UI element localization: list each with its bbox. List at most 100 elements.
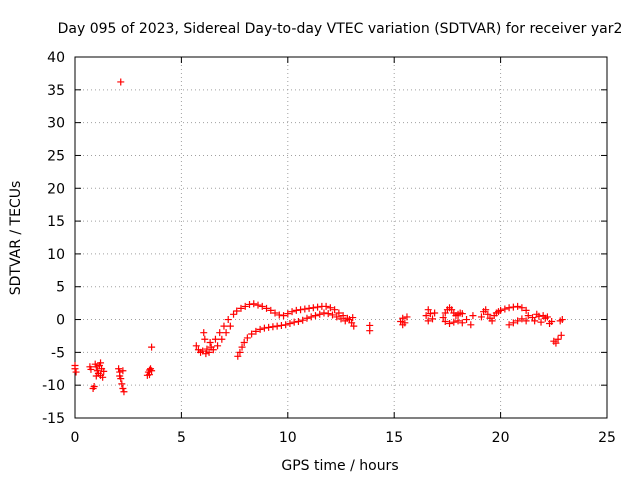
chart-title: Day 095 of 2023, Sidereal Day-to-day VTE… [58, 21, 623, 37]
data-point [243, 334, 251, 342]
data-point [148, 343, 156, 351]
data-point [454, 317, 462, 325]
data-point [288, 308, 296, 316]
data-point [307, 313, 315, 321]
data-point [97, 359, 105, 367]
data-point [535, 312, 543, 320]
data-point [301, 305, 309, 313]
x-tick-label: 5 [177, 430, 186, 446]
data-point [226, 322, 234, 330]
data-point [518, 315, 526, 323]
data-point [311, 312, 319, 320]
data-point [522, 306, 530, 314]
data-point [463, 316, 471, 324]
data-point [322, 302, 330, 310]
data-point [335, 309, 343, 317]
data-point [200, 329, 208, 337]
data-point [120, 388, 128, 396]
data-point [488, 317, 496, 325]
data-point [469, 312, 477, 320]
data-point [252, 327, 260, 335]
grid-lines [75, 57, 607, 418]
data-point [211, 335, 219, 343]
data-point [269, 323, 277, 331]
data-point [514, 302, 522, 310]
y-tick-label: -5 [51, 345, 65, 361]
data-point [439, 314, 447, 322]
data-point [220, 322, 228, 330]
y-tick-label: 20 [47, 181, 65, 197]
data-point [116, 372, 124, 380]
data-point [537, 318, 545, 326]
data-point [277, 321, 285, 329]
data-point [148, 367, 156, 375]
x-tick-label: 0 [71, 430, 80, 446]
data-point [552, 339, 560, 347]
data-point [505, 321, 513, 329]
data-point [557, 331, 565, 339]
data-point [118, 380, 126, 388]
data-point [72, 368, 80, 376]
data-point [548, 318, 556, 326]
data-point [205, 348, 213, 356]
data-point [248, 330, 256, 338]
data-point [446, 319, 454, 327]
data-point [349, 314, 357, 322]
data-point [286, 319, 294, 327]
y-tick-label: 5 [56, 280, 65, 296]
data-point [282, 321, 290, 329]
x-axis-label: GPS time / hours [281, 458, 398, 474]
data-point [238, 343, 246, 351]
data-point [271, 309, 279, 317]
y-tick-label: 0 [56, 313, 65, 329]
data-point [267, 306, 275, 314]
data-point [366, 321, 374, 329]
data-point [522, 317, 530, 325]
data-point [192, 342, 200, 350]
data-point [558, 316, 566, 324]
data-point [458, 310, 466, 318]
y-tick-label: 30 [47, 116, 65, 132]
data-point [424, 306, 432, 314]
data-point [509, 303, 517, 311]
y-axis-label: SDTVAR / TECUs [8, 181, 24, 296]
data-point [292, 306, 300, 314]
data-point [501, 305, 509, 313]
data-points [71, 78, 566, 396]
data-point [458, 319, 466, 327]
data-point [290, 318, 298, 326]
data-point [237, 304, 245, 312]
data-point [350, 322, 358, 330]
plot-area-frame [74, 56, 608, 419]
data-point [263, 304, 271, 312]
data-point [256, 325, 264, 333]
data-point [117, 78, 125, 86]
data-point [326, 304, 334, 312]
data-point [265, 323, 273, 331]
data-point [280, 312, 288, 320]
data-point [422, 312, 430, 320]
data-point [258, 302, 266, 310]
data-point [230, 310, 238, 318]
data-point [554, 335, 562, 343]
data-point [497, 306, 505, 314]
data-point [218, 335, 226, 343]
data-point [214, 342, 222, 350]
data-point [429, 315, 437, 323]
x-tick-label: 20 [492, 430, 510, 446]
data-point [399, 321, 407, 329]
data-point [337, 315, 345, 323]
data-point [260, 324, 268, 332]
data-point [224, 316, 232, 324]
data-point [234, 352, 242, 360]
data-point [524, 312, 532, 320]
data-point [314, 303, 322, 311]
data-point [250, 300, 258, 308]
data-point [119, 367, 127, 375]
data-point [305, 304, 313, 312]
data-point [531, 317, 539, 325]
data-point [426, 310, 434, 318]
data-point [431, 309, 439, 317]
